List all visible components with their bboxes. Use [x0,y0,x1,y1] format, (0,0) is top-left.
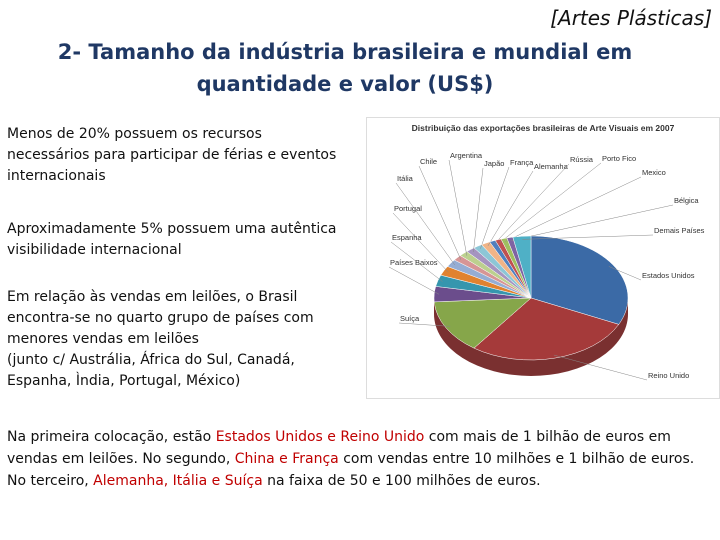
text-line: Espanha, Ìndia, Portugal, México) [7,373,241,389]
chart-frame: Distribuição das exportações brasileiras… [366,117,720,399]
leader-line [494,163,570,245]
summary: Na primeira colocação, estão Estados Uni… [7,426,697,492]
slice-label: Espanha [392,233,422,242]
slice-label: Japão [484,159,504,168]
paragraph: Em relação às vendas em leilões, o Brasi… [7,287,362,392]
chart: Distribuição das exportações brasileiras… [388,123,705,381]
pie-slice [473,297,620,361]
text-run: com vendas entre 10 milhões e 1 bilhão d… [7,451,695,489]
text-line: Menos de 20% possuem os recursos [7,126,262,142]
slice-label: Porto Fico [602,154,636,163]
paragraph: Aproximadamente 5% possuem uma autêntica… [7,219,362,261]
header-tag: [Artes Plásticas] [550,6,712,30]
leader-line [522,234,654,240]
text-run: China e França [234,451,339,467]
leader-line [499,162,602,243]
leader-line [418,165,462,260]
slice-label: Demais Países [654,226,705,235]
slice-label: Chile [420,157,437,166]
title-line: quantidade e valor (US$) [196,72,494,96]
leader-line [390,241,443,282]
pie-slice [512,235,532,299]
leader-line [388,266,440,295]
slice-label: Rússia [570,155,594,164]
chart-title: Distribuição das exportações brasileiras… [412,123,675,133]
slice-label: Itália [397,174,414,183]
leader-line [398,322,451,327]
text-line: encontra-se no quarto grupo de países co… [7,310,314,326]
slice-label: Países Baixos [390,258,438,267]
leader-line [487,170,534,247]
title-line: 2- Tamanho da indústria brasileira e mun… [57,40,633,64]
leader-line [480,166,510,249]
slice-label: Estados Unidos [642,271,695,280]
text-run: Alemanha, Itália e Suíça [93,473,263,489]
text-line: necessários para participar de férias e … [7,147,337,163]
text-run: Estados Unidos e Reino Unido [215,429,425,445]
leader-line [392,212,449,273]
slice-label: Suíça [400,314,420,323]
text-run: Na primeira colocação, estão [7,429,216,445]
slice-label: Alemanha [534,162,569,171]
slice-label: Argentina [450,151,483,160]
leader-line [505,176,642,242]
leader-line [510,204,674,241]
text-run: na faixa de 50 e 100 milhões de euros. [262,473,541,489]
text-line: Aproximadamente 5% possuem uma autêntica [7,221,337,237]
slice-label: Reino Unido [648,371,689,380]
leader-line [473,167,484,253]
text-line: (junto c/ Austrália, África do Sul, Cana… [7,352,295,368]
leader-line [448,159,468,256]
slice-label: Mexico [642,168,666,177]
slice-label: Portugal [394,204,422,213]
text-line: visibilidade internacional [7,242,182,258]
slice-label: França [510,158,534,167]
slide-title: 2- Tamanho da indústria brasileira e mun… [0,36,690,100]
pie-slice [433,297,532,349]
text-line: Em relação às vendas em leilões, o Brasi… [7,289,298,305]
leader-line [553,354,648,381]
slice-label: Bélgica [674,196,699,205]
paragraph: Menos de 20% possuem os recursos necessá… [7,124,362,187]
leader-line [395,182,455,266]
text-line: menores vendas em leilões [7,331,199,347]
text-run: com mais de 1 bilhão de euros em vendas … [7,429,671,467]
text-line: internacionais [7,168,106,184]
leader-line [608,266,642,281]
pie-slice [530,235,629,325]
